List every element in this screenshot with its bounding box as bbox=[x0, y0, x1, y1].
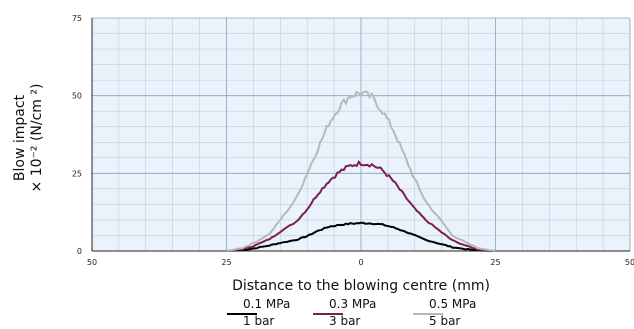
legend-label: 0.5 MPa bbox=[429, 297, 476, 311]
legend: 0.1 MPa 1 bar 0.3 MPa 3 bar 0.5 MPa 5 bar bbox=[227, 297, 476, 328]
series-lines bbox=[226, 90, 496, 252]
series-line-1 bbox=[226, 221, 496, 252]
y-tick-label: 25 bbox=[72, 169, 82, 178]
x-tick-label: 25 bbox=[490, 258, 500, 267]
series-line-2 bbox=[226, 160, 496, 252]
legend-label-sub: 3 bar bbox=[329, 314, 360, 328]
y-tick-label: 0 bbox=[77, 247, 82, 256]
legend-label: 0.1 MPa bbox=[243, 297, 290, 311]
legend-label-sub: 5 bar bbox=[429, 314, 460, 328]
legend-label-sub: 1 bar bbox=[243, 314, 274, 328]
x-axis-title: Distance to the blowing centre (mm) bbox=[232, 278, 490, 294]
y-tick-label: 50 bbox=[72, 92, 82, 101]
x-tick-label: 50 bbox=[625, 258, 634, 267]
x-tick-label: 25 bbox=[221, 258, 231, 267]
y-axis-title: Blow impact × 10⁻² (N/cm ²) bbox=[12, 84, 45, 193]
grid bbox=[91, 17, 631, 252]
legend-label: 0.3 MPa bbox=[329, 297, 376, 311]
x-tick-label: 50 bbox=[87, 258, 97, 267]
tick-labels: 50 25 0 25 50 0 25 50 75 bbox=[72, 14, 634, 267]
axes bbox=[91, 18, 630, 252]
series-line-3 bbox=[226, 90, 496, 252]
x-tick-label: 0 bbox=[358, 258, 363, 267]
y-tick-label: 75 bbox=[72, 14, 82, 23]
y-axis-title-line2: × 10⁻² (N/cm ²) bbox=[29, 84, 45, 193]
y-axis-title-line1: Blow impact bbox=[12, 94, 28, 181]
